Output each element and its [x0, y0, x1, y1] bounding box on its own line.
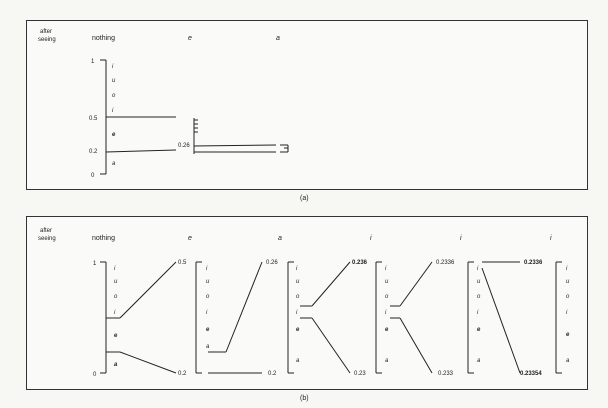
bottom-value-5: 0.23354 — [520, 371, 542, 377]
scale-05-a: 0.5 — [89, 116, 98, 122]
svg-text:i: i — [477, 266, 479, 272]
b1-line-down — [119, 351, 177, 374]
bottom-value-2: 0.2 — [268, 371, 277, 377]
bottom-value-4: 0.233 — [438, 371, 454, 377]
letters-col-b4: i u o i e a — [385, 266, 389, 364]
letters-col-b3: i u o i e a — [296, 266, 300, 364]
svg-text:o: o — [477, 294, 481, 300]
header-a-a: a — [276, 35, 280, 42]
svg-text:a: a — [206, 344, 210, 350]
svg-text:i: i — [566, 266, 568, 272]
seeing-label-a: seeing — [38, 37, 56, 43]
header-nothing-b: nothing — [92, 235, 115, 242]
svg-text:u: u — [114, 279, 118, 285]
letters-col-b5: i u o i e a — [477, 266, 481, 364]
svg-text:e: e — [206, 327, 210, 333]
b4-line-down — [399, 317, 433, 374]
header-i1-b: i — [370, 235, 372, 242]
letters-col-b6: i u o i e a — [566, 266, 570, 364]
b2-line-up — [225, 261, 263, 353]
top-value-5: 0.2336 — [524, 260, 543, 266]
bottom-value-3: 0.23 — [354, 371, 366, 377]
svg-text:a: a — [114, 362, 118, 368]
letter-a-5: a — [112, 161, 116, 167]
header-i3-b: i — [550, 235, 552, 242]
svg-text:o: o — [296, 294, 300, 300]
svg-text:a: a — [477, 358, 481, 364]
svg-text:a: a — [566, 358, 570, 364]
bottom-value-1: 0.2 — [178, 371, 187, 377]
svg-text:i: i — [206, 266, 208, 272]
letters-col-b1: i u o i e a — [114, 266, 118, 368]
scale-1-a: 1 — [91, 59, 95, 65]
svg-text:e: e — [114, 333, 118, 339]
header-e-b: e — [188, 235, 192, 242]
top-value-3: 0.236 — [352, 260, 368, 266]
after-label-b: after — [40, 228, 52, 234]
top-value-4: 0.2336 — [436, 260, 455, 266]
b1-line-up — [119, 261, 177, 319]
letter-a-0: i — [112, 64, 114, 70]
after-label-a: after — [40, 29, 52, 35]
seeing-label-b: seeing — [38, 236, 56, 242]
svg-text:o: o — [385, 294, 389, 300]
svg-text:u: u — [566, 279, 570, 285]
letter-a-4: e — [112, 132, 116, 138]
letters-col-b2: i u o i e a — [206, 266, 210, 350]
svg-text:u: u — [206, 279, 210, 285]
svg-text:i: i — [385, 266, 387, 272]
svg-text:o: o — [566, 294, 570, 300]
letter-a-1: u — [112, 78, 116, 84]
header-e-a: e — [188, 35, 192, 42]
value-026-a: 0.26 — [178, 143, 190, 149]
caption-a: (a) — [300, 195, 309, 202]
header-nothing-a: nothing — [92, 35, 115, 42]
line-a-02 — [105, 149, 177, 153]
panel-a — [26, 20, 588, 190]
scale-0-a: 0 — [91, 173, 95, 179]
caption-b: (b) — [300, 395, 309, 402]
b4-line-up — [399, 261, 433, 307]
header-a-b: a — [278, 235, 282, 242]
svg-text:u: u — [477, 279, 481, 285]
svg-text:u: u — [296, 279, 300, 285]
svg-text:e: e — [566, 332, 570, 338]
letter-a-2: o — [112, 93, 116, 99]
svg-text:i: i — [114, 310, 116, 316]
svg-text:e: e — [385, 327, 389, 333]
svg-text:i: i — [114, 266, 116, 272]
top-value-1: 0.5 — [178, 260, 187, 266]
b3-line-up — [311, 261, 351, 307]
top-value-2: 0.26 — [266, 260, 278, 266]
header-i2-b: i — [460, 235, 462, 242]
svg-text:i: i — [566, 310, 568, 316]
scale-0-b: 0 — [93, 372, 97, 378]
svg-text:i: i — [477, 310, 479, 316]
scale-1-b: 1 — [93, 261, 97, 267]
svg-text:i: i — [206, 310, 208, 316]
svg-text:e: e — [477, 327, 481, 333]
b3-line-down — [311, 317, 351, 374]
line-a-026 — [193, 144, 277, 147]
svg-text:i: i — [296, 310, 298, 316]
svg-text:a: a — [296, 358, 300, 364]
b5-line-down — [481, 267, 521, 374]
svg-text:u: u — [385, 279, 389, 285]
scale-02-a: 0.2 — [89, 149, 98, 155]
svg-text:e: e — [296, 327, 300, 333]
svg-text:i: i — [385, 310, 387, 316]
svg-text:o: o — [206, 294, 210, 300]
svg-text:i: i — [296, 266, 298, 272]
svg-text:a: a — [385, 358, 389, 364]
svg-text:o: o — [114, 294, 118, 300]
letter-a-3: i — [112, 108, 114, 114]
